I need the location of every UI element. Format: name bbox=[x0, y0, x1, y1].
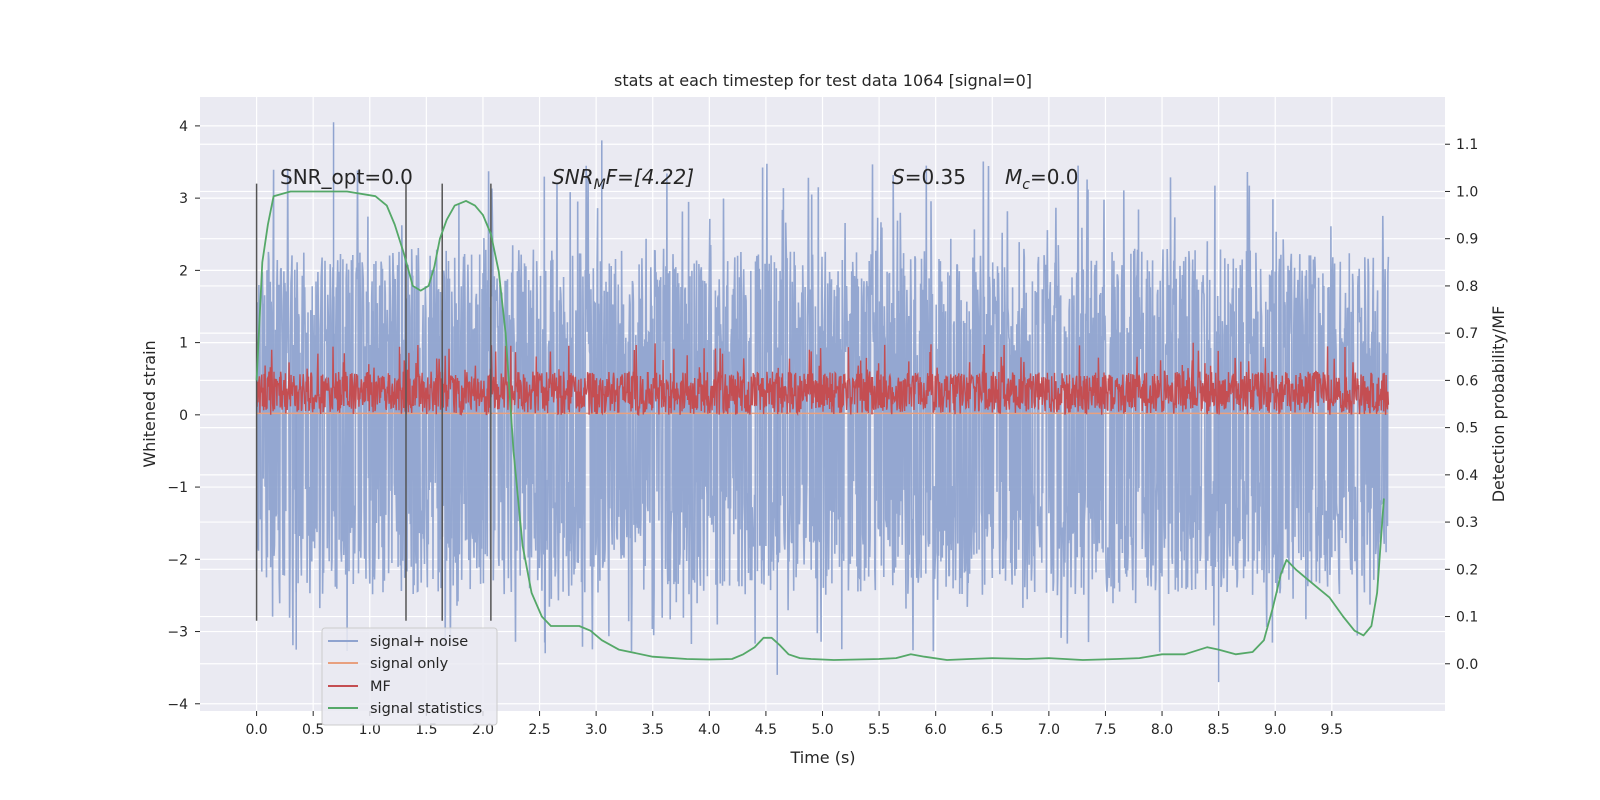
x-tick-label: 3.0 bbox=[585, 722, 607, 738]
x-tick-label: 1.5 bbox=[415, 722, 437, 738]
annotation-snr-mf-rest: F=[4.22] bbox=[606, 165, 694, 189]
y-tick-label: −4 bbox=[167, 697, 188, 713]
annotation-s-value: =0.35 bbox=[905, 165, 966, 189]
y2-tick-label: 0.8 bbox=[1456, 279, 1478, 295]
legend: signal+ noise signal only MF signal stat… bbox=[321, 627, 498, 726]
annotation-snr-opt: SNR_opt=0.0 bbox=[280, 165, 413, 189]
y2-axis-label: Detection probability/MF bbox=[1489, 306, 1508, 503]
annotation-snr-mf: SNRMF=[4.22] bbox=[552, 165, 694, 193]
vertical-markers bbox=[255, 183, 492, 621]
annotation-mc-sub: c bbox=[1022, 177, 1030, 193]
y2-tick-label: 0.2 bbox=[1456, 562, 1478, 578]
y-axis-ticks: 4 3 2 1 0 −1 −2 −3 −4 bbox=[167, 119, 200, 713]
chart-title: stats at each timestep for test data 106… bbox=[614, 71, 1032, 90]
y2-tick-label: 0.9 bbox=[1456, 232, 1478, 248]
x-tick-label: 5.5 bbox=[868, 722, 890, 738]
y-tick-label: 4 bbox=[179, 119, 188, 135]
legend-label-stats: signal statistics bbox=[370, 701, 482, 717]
x-tick-label: 6.5 bbox=[981, 722, 1003, 738]
y2-tick-label: 0.6 bbox=[1456, 373, 1478, 389]
y2-tick-label: 1.0 bbox=[1456, 184, 1478, 200]
y-tick-label: 0 bbox=[179, 408, 188, 424]
x-tick-label: 3.5 bbox=[642, 722, 664, 738]
y-tick-label: −1 bbox=[167, 480, 188, 496]
annotation-snr-mf-sub: M bbox=[594, 177, 606, 193]
x-tick-label: 6.0 bbox=[925, 722, 947, 738]
x-tick-label: 4.5 bbox=[755, 722, 777, 738]
series-signal-statistics bbox=[255, 190, 1385, 661]
y2-tick-label: 0.3 bbox=[1456, 515, 1478, 531]
x-tick-label: 9.0 bbox=[1264, 722, 1286, 738]
x-tick-label: 8.5 bbox=[1208, 722, 1230, 738]
y2-tick-label: 0.1 bbox=[1456, 610, 1478, 626]
stats-line bbox=[255, 190, 1385, 661]
x-tick-label: 4.0 bbox=[698, 722, 720, 738]
y2-tick-label: 1.1 bbox=[1456, 137, 1478, 153]
annotation-mc-label: M bbox=[1005, 165, 1022, 189]
x-tick-label: 2.0 bbox=[472, 722, 494, 738]
x-axis-label: Time (s) bbox=[789, 748, 855, 767]
annotation-mc-value: =0.0 bbox=[1030, 165, 1079, 189]
annotation-s-label: S bbox=[892, 165, 905, 189]
series-mf bbox=[255, 342, 1390, 417]
y2-tick-label: 0.0 bbox=[1456, 657, 1478, 673]
x-tick-label: 2.5 bbox=[528, 722, 550, 738]
y-tick-label: 3 bbox=[179, 191, 188, 207]
x-tick-label: 0.0 bbox=[245, 722, 267, 738]
annotation-mc: Mc=0.0 bbox=[1005, 165, 1079, 193]
legend-label-signal-only: signal only bbox=[370, 656, 449, 672]
x-tick-label: 9.5 bbox=[1321, 722, 1343, 738]
y2-tick-label: 0.5 bbox=[1456, 421, 1478, 437]
y-tick-label: −3 bbox=[167, 625, 188, 641]
mf-line bbox=[255, 342, 1390, 417]
y-tick-label: −2 bbox=[167, 552, 188, 568]
y2-axis-ticks: 1.1 1.0 0.9 0.8 0.7 0.6 0.5 0.4 0.3 0.2 0.1 0.0 bbox=[1445, 137, 1478, 673]
y2-tick-label: 0.7 bbox=[1456, 326, 1478, 342]
annotation-s: S=0.35 bbox=[892, 165, 966, 189]
x-tick-label: 5.0 bbox=[811, 722, 833, 738]
y-tick-label: 2 bbox=[179, 263, 188, 279]
y-tick-label: 1 bbox=[179, 336, 188, 352]
x-tick-label: 1.0 bbox=[359, 722, 381, 738]
y2-tick-label: 0.4 bbox=[1456, 468, 1478, 484]
x-tick-label: 7.0 bbox=[1038, 722, 1060, 738]
x-axis-ticks: 0.0 0.5 1.0 1.5 2.0 2.5 3.0 3.5 4.0 4.5 5.0 5.5 6.0 6… bbox=[245, 711, 1343, 738]
x-tick-label: 0.5 bbox=[302, 722, 324, 738]
legend-box bbox=[321, 627, 498, 726]
x-tick-label: 7.5 bbox=[1094, 722, 1116, 738]
y-axis-label: Whitened strain bbox=[140, 340, 159, 467]
legend-label-mf: MF bbox=[370, 679, 391, 695]
annotation-snr-mf-label: SNR bbox=[552, 165, 594, 189]
x-tick-label: 8.0 bbox=[1151, 722, 1173, 738]
legend-label-noise: signal+ noise bbox=[370, 634, 468, 650]
